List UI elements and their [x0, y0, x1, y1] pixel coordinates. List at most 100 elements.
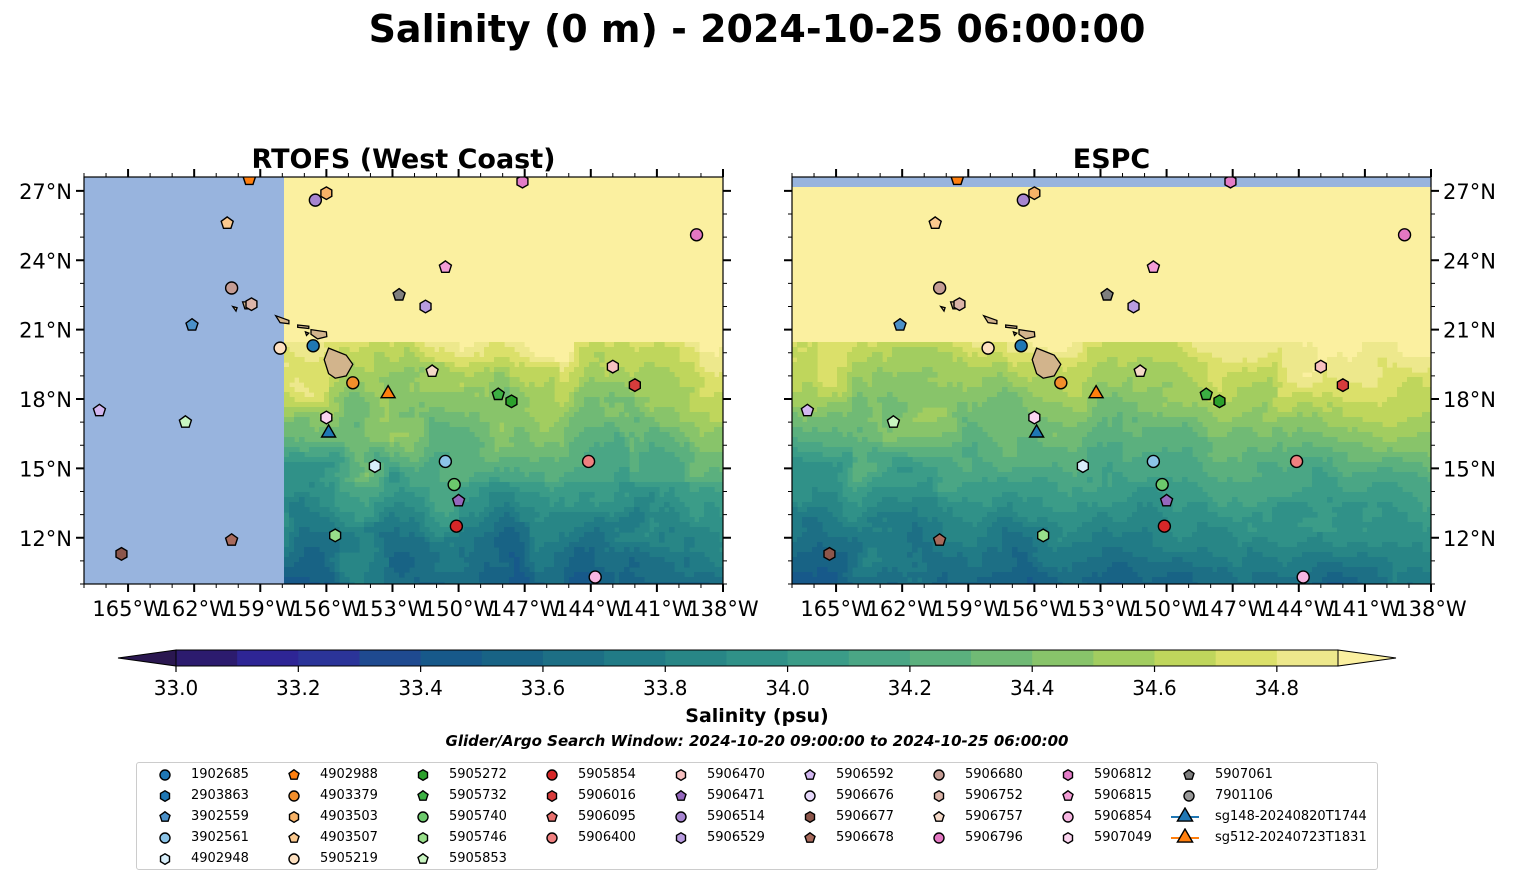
legend-swatch — [288, 768, 300, 780]
x-tick-label: 150°W — [1131, 597, 1203, 621]
island-0 — [323, 347, 354, 379]
colorbar-bin — [542, 650, 605, 666]
legend-swatch — [1062, 831, 1074, 845]
marker-4903379 — [346, 376, 360, 390]
legend-item-5906514: 5906514 — [663, 807, 813, 827]
legend-item-4903503: 4903503 — [276, 807, 426, 827]
marker-5907061 — [392, 287, 406, 301]
colorbar-bin — [481, 650, 544, 666]
marker-5906592 — [800, 403, 815, 417]
marker-5905746 — [329, 528, 342, 543]
x-tick-label: 153°W — [1065, 597, 1137, 621]
x-tick-label: 165°W — [92, 597, 164, 621]
legend-item-5906815: 5906815 — [1050, 786, 1200, 806]
colorbar-bin — [420, 650, 483, 666]
legend-label: 4902988 — [320, 767, 378, 782]
legend-marker — [1183, 768, 1195, 780]
legend-item-5906400: 5906400 — [534, 828, 684, 848]
marker-1902685 — [1014, 339, 1028, 353]
legend-item-4902948: 4902948 — [147, 849, 297, 869]
island-1 — [310, 328, 328, 340]
marker-5906812 — [1224, 177, 1237, 189]
marker-5906529 — [419, 299, 432, 314]
colorbar-tick-label: 33.4 — [398, 676, 443, 700]
island-3 — [274, 314, 290, 325]
y-tick-label: 27°N — [1443, 180, 1496, 204]
legend-label: 5905746 — [449, 830, 507, 845]
marker-5905854 — [1157, 519, 1172, 533]
legend-swatch — [933, 810, 945, 822]
marker-5906815 — [1146, 260, 1161, 273]
legend-swatch — [546, 810, 558, 822]
legend-swatch — [546, 789, 558, 803]
legend-label: 5905853 — [449, 851, 507, 866]
legend-item-4902988: 4902988 — [276, 765, 426, 785]
marker-4902948 — [368, 458, 381, 474]
marker-5906752 — [953, 297, 966, 312]
legend-item-5906680: 5906680 — [921, 765, 1071, 785]
marker-sg512-20240723T1831 — [1087, 384, 1105, 399]
legend-marker — [933, 769, 945, 781]
panel-title: RTOFS (West Coast) — [252, 144, 556, 175]
colorbar-bin — [359, 650, 422, 666]
legend-swatch — [804, 768, 816, 780]
legend-marker — [675, 831, 687, 845]
marker-4903379 — [1054, 376, 1068, 390]
marker-sg148-20240820T1744 — [1028, 423, 1045, 438]
colorbar-bin — [1215, 650, 1278, 666]
espc-map-panel: ESPC165°W162°W159°W156°W153°W150°W147°W1… — [784, 144, 1496, 621]
marker-5906470 — [1314, 359, 1328, 374]
x-tick-label: 141°W — [621, 597, 693, 621]
legend-marker — [288, 831, 300, 843]
legend-label: 4902948 — [191, 851, 249, 866]
colorbar-bin — [604, 650, 666, 666]
legend-label: 5906529 — [707, 830, 765, 845]
marker-5906680 — [932, 281, 947, 295]
legend-item-5906095: 5906095 — [534, 807, 684, 827]
colorbar-tick-label: 34.4 — [1010, 676, 1055, 700]
marker-5906680 — [224, 281, 239, 295]
marker-4903503 — [1028, 186, 1041, 201]
legend-item-5905853: 5905853 — [405, 849, 555, 869]
legend-marker — [933, 832, 945, 844]
panel-title: ESPC — [1073, 144, 1151, 175]
colorbar: 33.0 33.2 33.4 33.6 33.8 34.0 34.2 34.4 34.6 34.8 — [117, 649, 1397, 700]
colorbar-tick-label: 34.8 — [1255, 676, 1300, 700]
marker-5905853 — [886, 414, 901, 428]
figure-title: Salinity (0 m) - 2024-10-25 06:00:00 — [369, 7, 1146, 51]
marker-5906400 — [1289, 454, 1304, 469]
legend-item-5906592: 5906592 — [792, 765, 942, 785]
legend-item-5906796: 5906796 — [921, 828, 1071, 848]
legend-swatch — [933, 769, 945, 781]
legend-item-5906752: 5906752 — [921, 786, 1071, 806]
legend-marker — [675, 789, 687, 801]
marker-5905219 — [981, 341, 995, 355]
x-tick-label: 159°W — [225, 597, 297, 621]
legend-swatch — [417, 852, 429, 864]
x-tick-label: 162°W — [866, 597, 938, 621]
marker-4902988 — [242, 177, 257, 186]
marker-5905740 — [447, 477, 461, 492]
marker-5906514 — [308, 193, 323, 207]
legend-label: 5906680 — [965, 767, 1023, 782]
legend-swatch — [804, 790, 816, 802]
y-tick-label: 27°N — [19, 180, 72, 204]
colorbar-tick-label: 33.0 — [154, 676, 199, 700]
legend-item-5907049: 5907049 — [1050, 828, 1200, 848]
legend-marker — [546, 832, 558, 844]
marker-5906016 — [1336, 377, 1350, 393]
legend-swatch — [675, 789, 687, 801]
x-tick-label: 138°W — [1395, 597, 1467, 621]
legend-item-4903507: 4903507 — [276, 828, 426, 848]
legend-swatch — [159, 832, 171, 844]
marker-5905272 — [505, 394, 518, 409]
legend-label: 5906815 — [1094, 788, 1152, 803]
marker-5905854 — [449, 519, 464, 533]
legend-label: 5906471 — [707, 788, 765, 803]
legend-label: 5905854 — [578, 767, 636, 782]
legend-item-3902561: 3902561 — [147, 828, 297, 848]
legend-swatch — [1062, 789, 1074, 801]
marker-sg512-20240723T1831 — [379, 384, 397, 399]
island-0 — [1031, 347, 1062, 379]
legend-label: 5906757 — [965, 809, 1023, 824]
